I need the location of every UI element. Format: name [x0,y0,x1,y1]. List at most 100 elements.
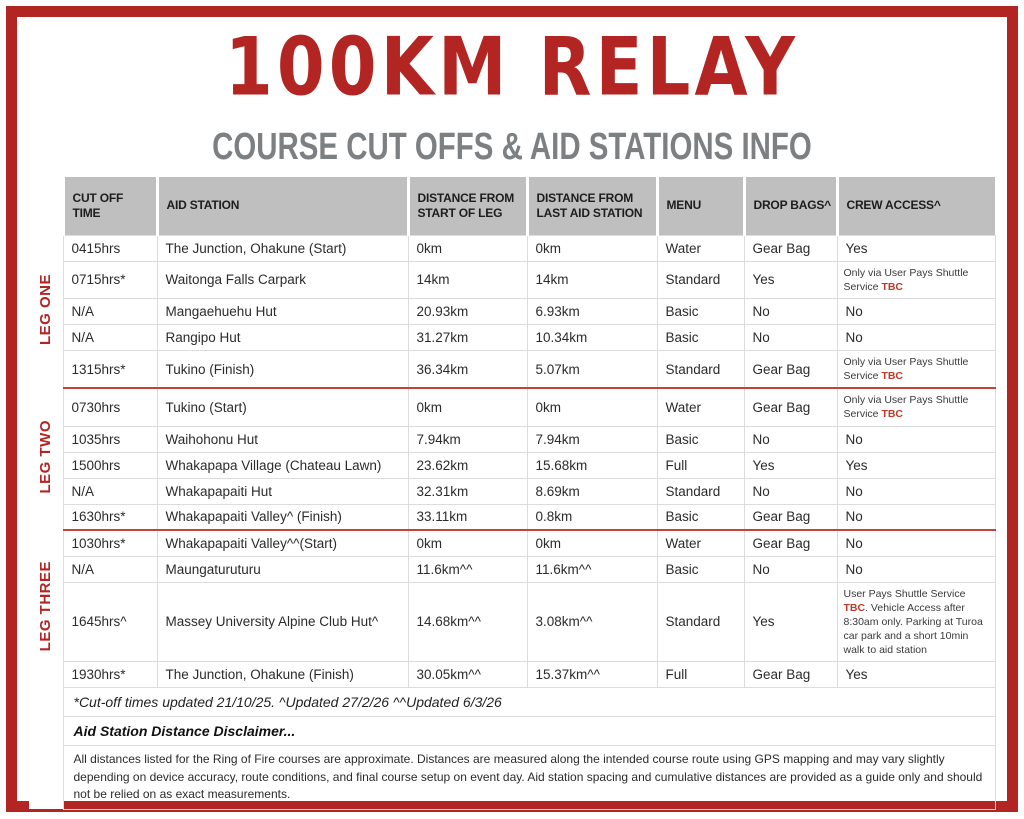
distance-from-start-cell: 14km [407,260,528,299]
cut-off-time-cell: N/A [62,555,158,583]
menu-cell: Water [656,529,745,557]
aid-station-cell: Rangipo Hut [156,323,409,351]
distance-from-last-cell: 15.68km [526,451,658,479]
drop-bags-cell: No [743,477,838,505]
cut-off-time-cell: 1645hrs^ [62,581,158,663]
crew-note-text: Yes [845,240,868,256]
crew-access-cell: Yes [836,234,996,262]
aid-station-cell: The Junction, Ohakune (Finish) [156,661,409,689]
page-subtitle: COURSE CUT OFFS & AID STATIONS INFO [212,124,812,168]
crew-access-cell: No [836,323,996,351]
cut-off-time-cell: 0730hrs [62,387,158,427]
column-header-distance-from-last: DISTANCE FROM LAST AID STATION [525,177,657,235]
table-row: LEG THREE 1030hrs* Whakapapaiti Valley^^(S… [29,529,996,688]
page-content: 100KM RELAY COURSE CUT OFFS & AID STATIO… [17,25,1007,810]
table-row: 1035hrs Waihohonu Hut 7.94km 7.94km Basic No N… [29,425,996,453]
distance-from-start-cell: 0km [407,234,528,262]
menu-cell: Basic [656,503,745,531]
crew-note-text: Only via User Pays Shuttle Service [843,394,969,421]
menu-cell: Water [656,234,745,262]
table-header-row: CUT OFF TIME AID STATION DISTANCE FROM S… [29,177,995,235]
aid-station-cell: Waitonga Falls Carpark [156,260,409,299]
cut-off-time-cell: 0715hrs* [62,260,158,299]
distance-from-start-cell: 0km [407,387,528,427]
distance-from-last-cell: 0.8km [526,503,658,531]
table-row: 1500hrs Whakapapa Village (Chateau Lawn) 2… [29,451,996,479]
leg-label: LEG ONE [29,235,63,389]
aid-station-cell: Waihohonu Hut [156,425,409,453]
aid-stations-table: CUT OFF TIME AID STATION DISTANCE FROM S… [29,177,996,810]
crew-access-cell: Only via User Pays Shuttle Service TBC [836,260,996,299]
drop-bags-cell: Gear Bag [743,529,838,557]
table-row: N/A Whakapapaiti Hut 32.31km 8.69km Standard… [29,477,996,505]
distance-from-last-cell: 0km [526,234,658,262]
aid-station-cell: The Junction, Ohakune (Start) [156,234,409,262]
table-row: N/A Maungaturuturu 11.6km^^ 11.6km^^ Basic No… [29,555,996,583]
drop-bags-cell: Gear Bag [743,661,838,689]
cut-off-time-cell: 1030hrs* [62,529,158,557]
crew-note-text: No [845,509,863,525]
cut-off-time-cell: 1930hrs* [62,661,158,689]
drop-bags-cell: Yes [743,581,838,663]
disclaimer-title-row: Aid Station Distance Disclaimer... [29,716,996,747]
aid-station-cell: Whakapapaiti Valley^ (Finish) [156,503,409,531]
crew-note-text: . Vehicle Access after 8:30am only. Park… [843,601,983,657]
menu-cell: Standard [656,477,745,505]
gutter-cell [29,745,63,810]
crew-note-text: No [845,329,863,345]
leg-label: LEG THREE [29,530,63,688]
table-row: 1645hrs^ Massey University Alpine Club Hu… [29,581,996,663]
drop-bags-cell: No [743,323,838,351]
aid-station-cell: Massey University Alpine Club Hut^ [156,581,409,663]
gutter-cell [29,716,63,746]
crew-note-text: No [845,561,863,577]
crew-note-text: Yes [845,667,868,683]
aid-station-cell: Tukino (Finish) [156,349,409,389]
distance-from-start-cell: 11.6km^^ [407,555,528,583]
distance-from-start-cell: 32.31km [407,477,528,505]
cut-off-time-cell: 1315hrs* [62,349,158,389]
menu-cell: Standard [656,581,745,663]
footnote-row: *Cut-off times updated 21/10/25. ^Update… [29,687,996,718]
table-row: N/A Mangaehuehu Hut 20.93km 6.93km Basic No No [29,297,996,325]
column-header-aid-station: AID STATION [155,177,408,235]
table-row: 0715hrs* Waitonga Falls Carpark 14km 14km St… [29,260,996,299]
menu-cell: Basic [656,323,745,351]
aid-station-cell: Whakapapaiti Valley^^(Start) [156,529,409,557]
column-header-cut-off-time: CUT OFF TIME [61,177,157,235]
menu-cell: Full [656,661,745,689]
column-header-menu: MENU [655,177,744,235]
disclaimer-title: Aid Station Distance Disclaimer... [62,716,996,747]
table-row: 1630hrs* Whakapapaiti Valley^ (Finish) 33.… [29,503,996,531]
drop-bags-cell: Gear Bag [743,234,838,262]
disclaimer-body-row: All distances listed for the Ring of Fir… [29,745,996,810]
crew-note-text: No [845,483,863,499]
cut-off-time-cell: N/A [62,323,158,351]
drop-bags-cell: Gear Bag [743,387,838,427]
table-row: 1930hrs* The Junction, Ohakune (Finish) 30… [29,661,996,689]
distance-from-last-cell: 0km [526,387,658,427]
disclaimer-text: All distances listed for the Ring of Fir… [62,745,996,810]
leg-label-text: LEG THREE [37,561,55,652]
distance-from-start-cell: 7.94km [407,425,528,453]
distance-from-start-cell: 0km [407,529,528,557]
tbc-highlight: TBC [881,370,904,383]
crew-access-cell: No [836,477,996,505]
aid-station-cell: Maungaturuturu [156,555,409,583]
drop-bags-cell: Gear Bag [743,503,838,531]
cut-off-time-cell: 0415hrs [62,234,158,262]
crew-access-cell: No [836,555,996,583]
crew-note-text: Only via User Pays Shuttle Service [843,355,969,383]
crew-note-text: No [845,431,863,447]
menu-cell: Standard [656,260,745,299]
drop-bags-cell: Gear Bag [743,349,838,389]
cut-off-time-cell: 1500hrs [62,451,158,479]
crew-access-cell: User Pays Shuttle Service TBC. Vehicle A… [836,581,996,663]
cut-off-time-cell: 1035hrs [62,425,158,453]
subtitle-block: COURSE CUT OFFS & AID STATIONS INFO [29,124,995,168]
distance-from-last-cell: 0km [526,529,658,557]
leg-gutter-header [29,177,63,235]
distance-from-last-cell: 5.07km [526,349,658,389]
menu-cell: Water [656,387,745,427]
cut-off-time-cell: N/A [62,477,158,505]
